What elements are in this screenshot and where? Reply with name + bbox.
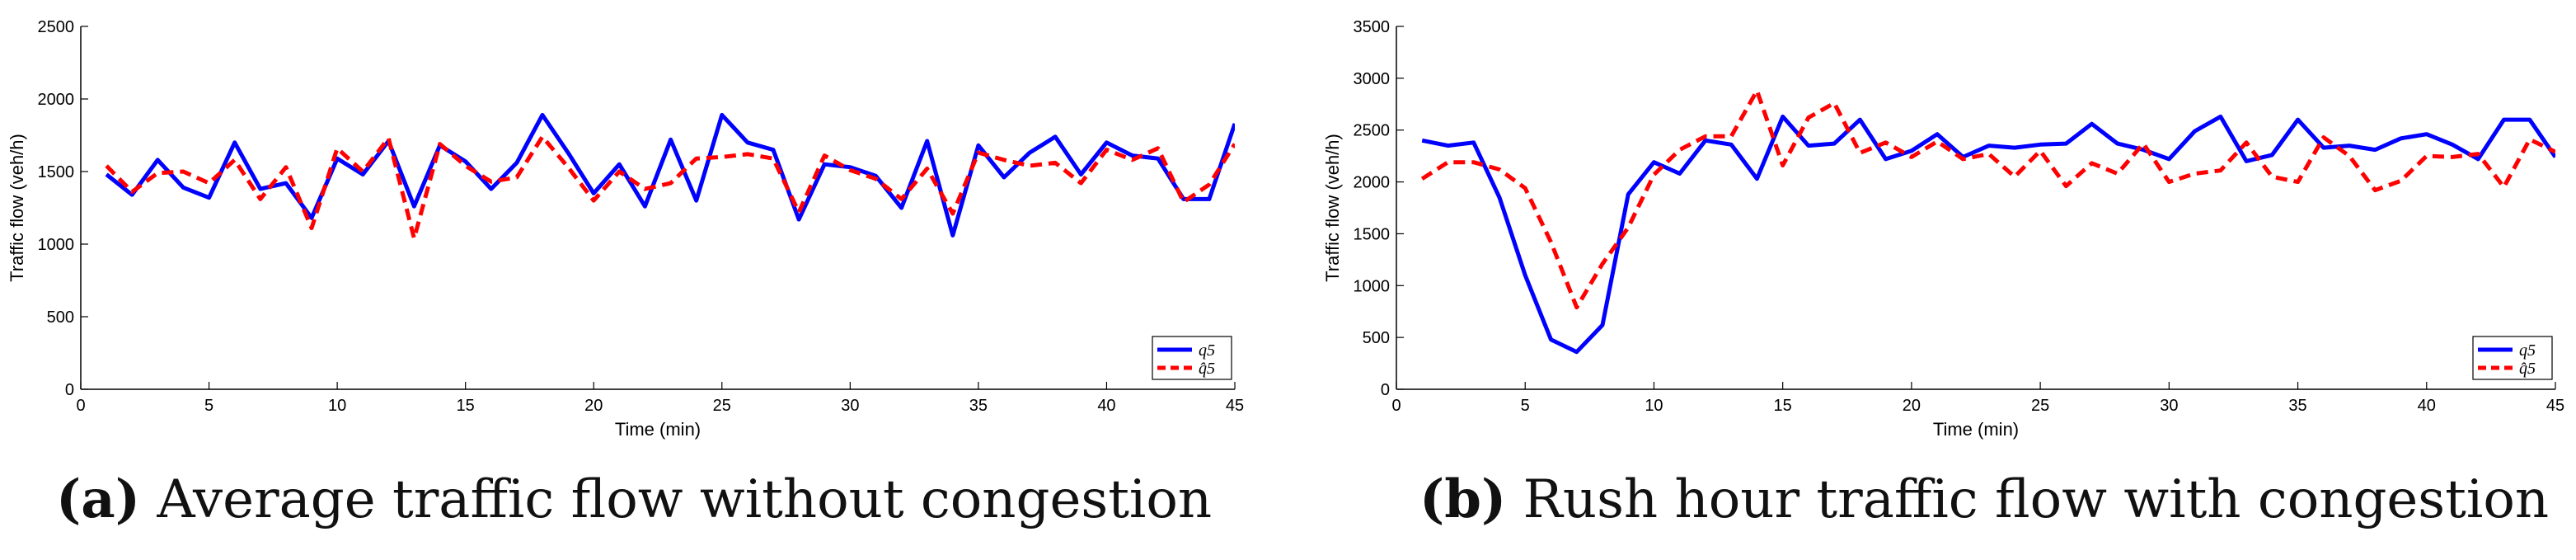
x-tick-label: 35 xyxy=(2288,397,2306,415)
chart-panel-a: 0 5 10 15 20 25 30 35 40 45 0 500 1000 1500 2000 2500 Ti… xyxy=(7,18,1244,440)
y-tick-label: 2000 xyxy=(38,91,75,109)
x-tick-label: 35 xyxy=(969,397,988,415)
y-axis-label: Traffic flow (veh/h) xyxy=(1322,134,1343,282)
legend-box xyxy=(1152,336,1232,380)
caption-a-tag: (a) xyxy=(56,468,141,530)
x-tick-label: 30 xyxy=(841,397,859,415)
series-line-q5 xyxy=(105,112,1235,238)
caption-a-text: Average traffic flow without congestion xyxy=(157,469,1213,530)
x-tick-label: 45 xyxy=(2546,397,2564,415)
x-tick-label: 5 xyxy=(1521,397,1530,415)
y-tick-label: 1000 xyxy=(1354,277,1391,295)
x-tick-label: 15 xyxy=(457,397,475,415)
y-tick-label: 2500 xyxy=(1354,122,1391,140)
series-line-q5 xyxy=(1421,114,2555,355)
chart-panel-b: 0 5 10 15 20 25 30 35 40 45 0 500 1000 1500 2000 2500 30… xyxy=(1322,18,2564,440)
y-tick-label: 2000 xyxy=(1354,174,1391,192)
y-tick-label: 1500 xyxy=(1354,225,1391,243)
y-tick-label: 0 xyxy=(1381,381,1390,399)
y-axis-label: Traffic flow (veh/h) xyxy=(7,134,27,282)
y-tick-label: 1000 xyxy=(38,236,75,254)
caption-b-text: Rush hour traffic flow with congestion xyxy=(1523,469,2550,530)
x-tick-label: 20 xyxy=(1903,397,1921,415)
y-tick-label: 500 xyxy=(47,308,74,327)
x-tick-label: 15 xyxy=(1774,397,1792,415)
y-tick-label: 0 xyxy=(65,381,74,399)
series-line-q5-hat xyxy=(1420,88,2555,310)
caption-b-tag: (b) xyxy=(1419,468,1507,530)
x-tick-label: 30 xyxy=(2160,397,2178,415)
x-tick-label: 10 xyxy=(328,397,346,415)
y-tick-label: 3500 xyxy=(1354,18,1391,36)
x-tick-label: 10 xyxy=(1645,397,1663,415)
y-tick-label: 3000 xyxy=(1354,70,1391,88)
caption-a: (a) Average traffic flow without congest… xyxy=(56,468,1212,530)
x-tick-label: 45 xyxy=(1226,397,1244,415)
x-tick-label: 25 xyxy=(713,397,731,415)
x-tick-label: 20 xyxy=(584,397,603,415)
caption-b: (b) Rush hour traffic flow with congesti… xyxy=(1419,468,2549,530)
legend-label-q5-hat: q̂5 xyxy=(2519,360,2536,378)
series-line-q5-hat xyxy=(105,134,1235,241)
legend-label-q5-hat: q̂5 xyxy=(1199,360,1215,378)
x-tick-label: 40 xyxy=(1097,397,1115,415)
x-tick-label: 0 xyxy=(76,397,85,415)
legend-label-q5: q5 xyxy=(1199,341,1215,360)
x-axis-label: Time (min) xyxy=(615,419,701,440)
x-tick-label: 0 xyxy=(1391,397,1401,415)
x-tick-label: 40 xyxy=(2418,397,2436,415)
y-tick-label: 1500 xyxy=(38,163,75,181)
legend-label-q5: q5 xyxy=(2519,341,2536,360)
x-tick-label: 5 xyxy=(204,397,213,415)
x-tick-label: 25 xyxy=(2031,397,2049,415)
x-axis-label: Time (min) xyxy=(1933,419,2019,440)
y-tick-label: 2500 xyxy=(38,18,75,36)
y-tick-label: 500 xyxy=(1363,329,1390,347)
legend-box xyxy=(2472,336,2553,380)
